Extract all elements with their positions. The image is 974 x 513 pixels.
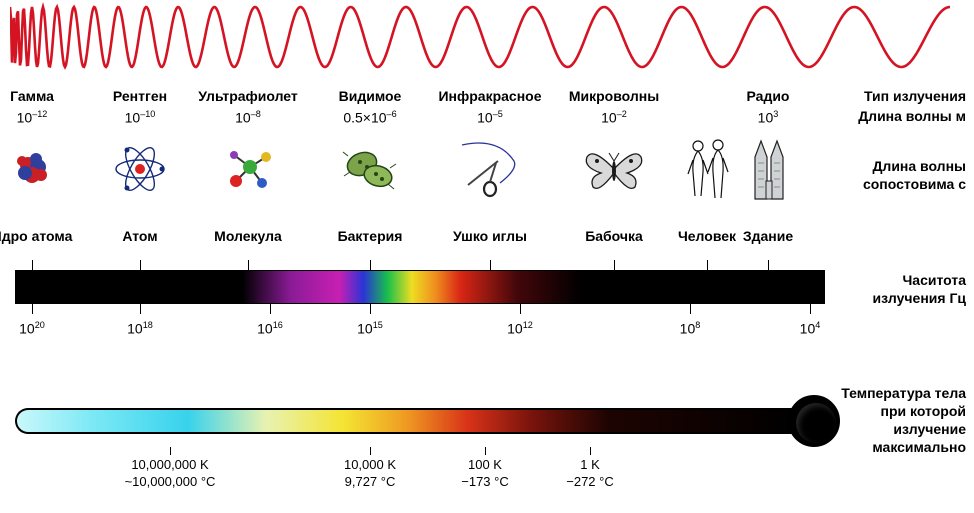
wavelength-value: 10–5: [435, 109, 545, 126]
spectrum-tick: [140, 260, 141, 270]
human-icon: [672, 138, 742, 200]
temperature-value: 10,000,000 K~10,000,000 °C: [100, 457, 240, 491]
radiation-type: Радио: [713, 88, 823, 104]
nucleus-icon: [0, 138, 67, 200]
side-wlen: Длина волны м: [858, 108, 966, 126]
radiation-type: Гамма: [0, 88, 87, 104]
object-label: Ядро атома: [0, 228, 82, 244]
spectrum-tick: [520, 304, 521, 314]
frequency-value: 1012: [490, 320, 550, 337]
building-icon: [733, 138, 803, 200]
frequency-value: 108: [660, 320, 720, 337]
temperature-value: 1 K−272 °C: [520, 457, 660, 491]
object-label: Ушко иглы: [440, 228, 540, 244]
spectrum-tick: [707, 260, 708, 270]
side-temp3: излучение: [893, 421, 966, 439]
frequency-value: 1020: [2, 320, 62, 337]
needle-icon: [455, 138, 525, 200]
side-temp1: Температура тела: [841, 385, 966, 403]
bacteria-icon: [335, 138, 405, 200]
spectrum-tick: [248, 260, 249, 270]
thermometer-bulb-icon: [788, 395, 840, 447]
radiation-type: Ультрафиолет: [193, 88, 303, 104]
spectrum-tick: [768, 260, 769, 270]
wavelength-value: 10–10: [85, 109, 195, 126]
wavelength-value: 0.5×10–6: [315, 109, 425, 126]
side-freq1: Часитота: [902, 272, 966, 290]
object-label: Бактерия: [320, 228, 420, 244]
spectrum-tick: [270, 304, 271, 314]
wavelength-value: 10–8: [193, 109, 303, 126]
side-temp2: при которой: [881, 403, 966, 421]
wavelength-value: 103: [713, 109, 823, 126]
spectrum-tick: [140, 304, 141, 314]
object-label: Атом: [90, 228, 190, 244]
temp-tick: [170, 447, 171, 455]
spectrum-tick: [370, 304, 371, 314]
radiation-type: Микроволны: [559, 88, 669, 104]
wave: [10, 0, 950, 75]
spectrum-tick: [690, 304, 691, 314]
frequency-value: 1016: [240, 320, 300, 337]
side-comp1: Длина волны: [872, 158, 966, 176]
side-freq2: излучения Гц: [873, 290, 966, 308]
molecule-icon: [213, 138, 283, 200]
frequency-value: 104: [780, 320, 840, 337]
wavelength-value: 10–12: [0, 109, 87, 126]
object-label: Бабочка: [564, 228, 664, 244]
radiation-type: Рентген: [85, 88, 195, 104]
temp-tick: [590, 447, 591, 455]
object-label: Молекула: [198, 228, 298, 244]
frequency-value: 1015: [340, 320, 400, 337]
thermometer: [15, 395, 845, 447]
spectrum-bar: [15, 270, 825, 304]
radiation-types-row: ГаммаРентгенУльтрафиолет Видимое Инфракрас…: [0, 88, 830, 108]
spectrum-tick: [32, 260, 33, 270]
side-type: Тип излучения: [864, 88, 966, 106]
spectrum-tick: [614, 260, 615, 270]
spectrum-tick: [370, 260, 371, 270]
frequency-value: 1018: [110, 320, 170, 337]
spectrum-tick: [32, 304, 33, 314]
wavelengths-row: 10–1210–1010–8 0.5×10–6 10–5 10–2 103: [0, 109, 830, 127]
atom-icon: [105, 138, 175, 200]
radiation-type: Инфракрасное: [435, 88, 545, 104]
radiation-type: Видимое: [315, 88, 425, 104]
wavelength-value: 10–2: [559, 109, 669, 126]
butterfly-icon: [579, 138, 649, 200]
spectrum-tick: [490, 260, 491, 270]
spectrum-tick: [810, 304, 811, 314]
object-label: Здание: [718, 228, 818, 244]
temp-tick: [370, 447, 371, 455]
temp-tick: [485, 447, 486, 455]
side-comp2: сопостовима с: [863, 176, 966, 194]
side-temp4: максимально: [872, 439, 966, 457]
